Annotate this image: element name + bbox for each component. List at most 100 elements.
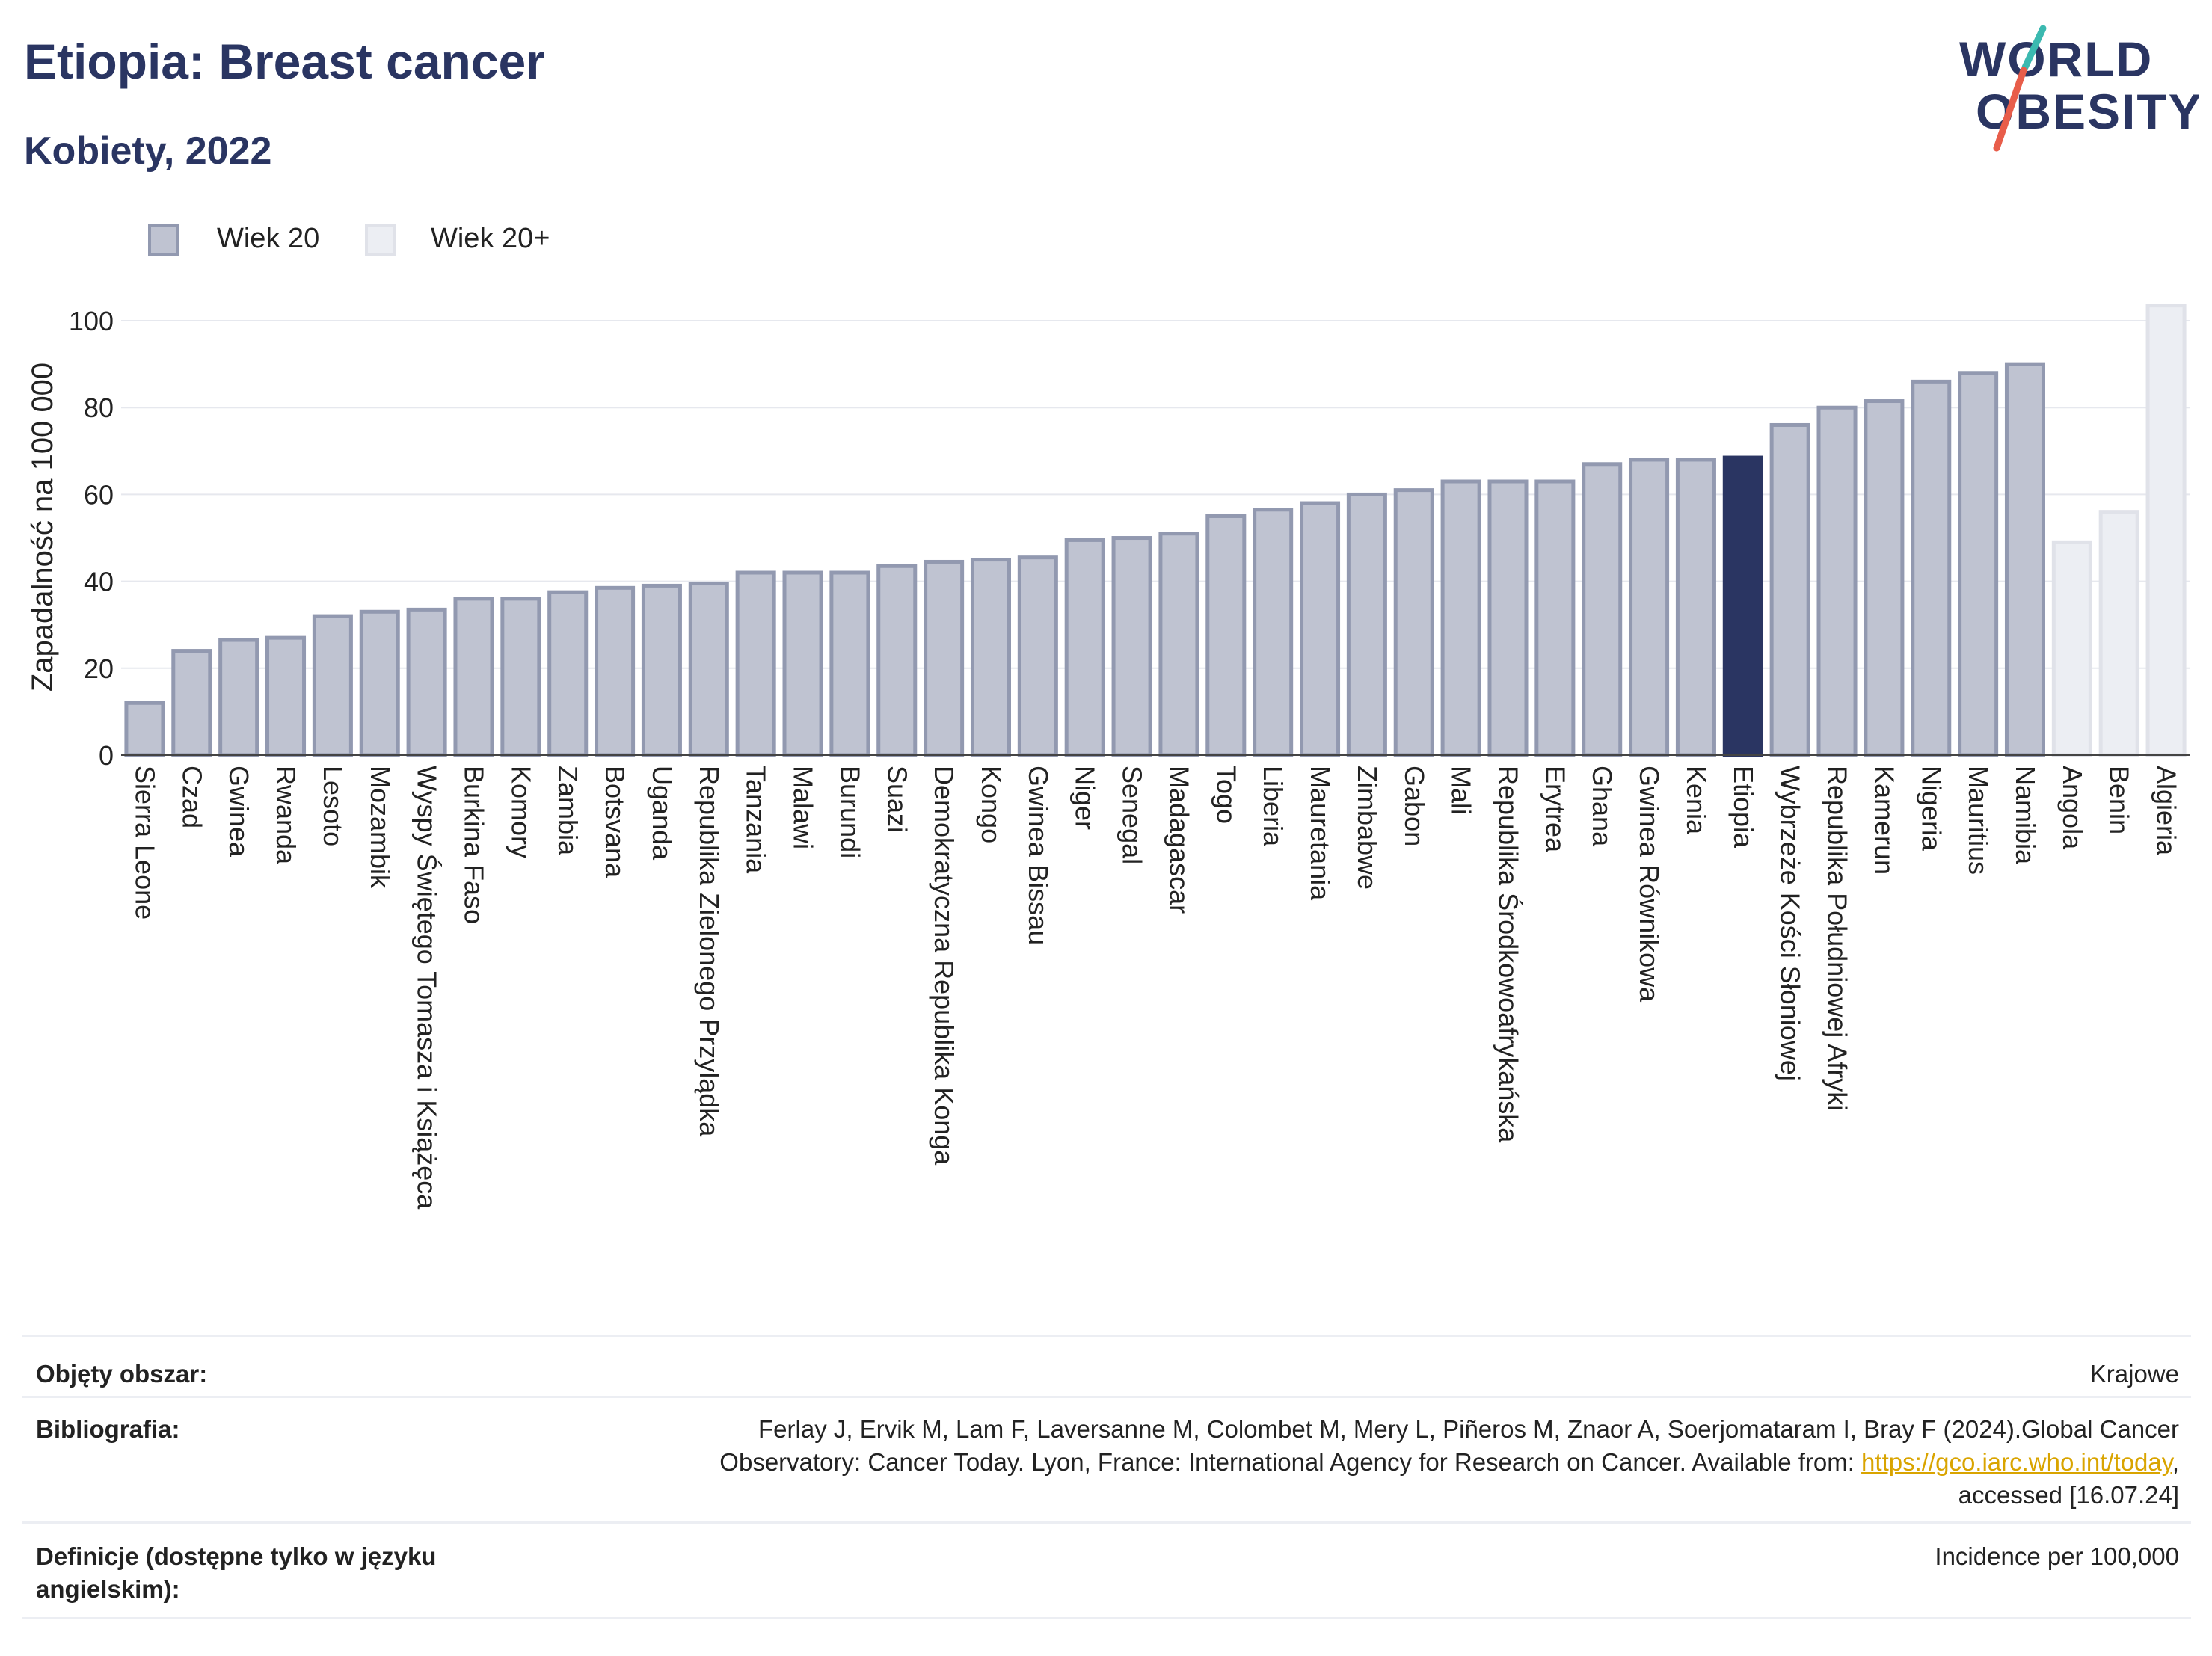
x-tick-label-39: Mauritius: [1963, 766, 1994, 875]
bar-42: [2098, 510, 2139, 757]
metadata-row-definitions: Definicje (dostępne tylko w języku angie…: [22, 1521, 2191, 1619]
x-tick-label-37: Kamerun: [1869, 766, 1899, 875]
bar-35: [1769, 422, 1810, 757]
metadata-key-definitions: Definicje (dostępne tylko w języku angie…: [36, 1542, 437, 1603]
x-tick-label-9: Zambia: [553, 766, 583, 856]
bibliography-link[interactable]: https://gco.iarc.who.int/today: [1861, 1448, 2172, 1476]
bar-33: [1675, 458, 1716, 757]
page-subtitle: Kobiety, 2022: [24, 129, 272, 173]
bar-13: [735, 570, 776, 757]
bar-0: [124, 701, 165, 757]
bar-15: [829, 570, 870, 757]
x-tick-label-21: Senegal: [1117, 766, 1148, 864]
x-tick-label-1: Czad: [176, 766, 207, 828]
bar-2: [218, 638, 259, 757]
x-tick-label-29: Republika Środkowoafrykańska: [1493, 766, 1524, 1143]
bar-8: [500, 597, 541, 757]
y-tick-label-40: 40: [84, 567, 114, 597]
x-tick-label-3: Rwanda: [271, 766, 301, 865]
y-axis-label: Zapadalność na 100 000: [26, 363, 59, 692]
bar-37: [1864, 399, 1905, 757]
x-tick-label-34: Etiopia: [1728, 766, 1759, 849]
x-tick-label-35: Wybrzeże Kości Słoniowej: [1775, 766, 1806, 1081]
x-tick-label-13: Tanzania: [741, 766, 772, 874]
bar-16: [876, 564, 918, 757]
world-obesity-logo: WORLD OBESITY: [1959, 25, 2199, 152]
bar-21: [1111, 536, 1152, 757]
x-tick-label-20: Niger: [1070, 766, 1101, 830]
metadata-key-area: Objęty obszar:: [36, 1360, 208, 1388]
bar-23: [1205, 514, 1247, 757]
x-tick-label-22: Madagascar: [1164, 766, 1194, 914]
bar-14: [782, 570, 823, 757]
x-tick-label-17: Demokratyczna Republika Konga: [929, 766, 959, 1166]
bar-40: [2004, 362, 2045, 757]
x-tick-label-15: Burundi: [835, 766, 865, 858]
x-tick-label-10: Botsvana: [600, 766, 630, 878]
x-tick-label-12: Republika Zielonego Przylądka: [694, 766, 725, 1137]
x-tick-label-5: Mozambik: [365, 766, 396, 889]
metadata-value-bibliography: Ferlay J, Ervik M, Lam F, Laversanne M, …: [609, 1413, 2179, 1512]
metadata-row-bibliography: Bibliografia: Ferlay J, Ervik M, Lam F, …: [22, 1396, 2191, 1524]
bar-17: [924, 559, 965, 757]
x-tick-label-6: Wyspy Świętego Tomasza i Książęca: [412, 766, 443, 1210]
bar-1: [171, 649, 212, 757]
x-tick-label-32: Gwinea Równikowa: [1634, 766, 1665, 1003]
y-tick-label-20: 20: [84, 653, 114, 684]
x-tick-label-43: Algieria: [2151, 766, 2182, 856]
bar-6: [406, 607, 447, 757]
bar-26: [1346, 492, 1387, 757]
page-title: Etiopia: Breast cancer: [24, 34, 545, 89]
x-tick-label-4: Lesoto: [318, 766, 348, 846]
logo-line1: WORLD: [1959, 31, 2153, 87]
bar-39: [1958, 371, 1999, 757]
x-tick-label-23: Togo: [1211, 766, 1241, 824]
bar-5: [359, 609, 400, 757]
legend-swatch-wiek-20-plus: [365, 224, 396, 256]
x-tick-label-27: Gabon: [1399, 766, 1430, 846]
logo-slash-teal: [2021, 25, 2047, 71]
x-tick-label-31: Ghana: [1587, 766, 1617, 847]
bibliography-line-1: Ferlay J, Ervik M, Lam F, Laversanne M, …: [758, 1415, 2179, 1443]
bar-25: [1300, 501, 1341, 757]
x-tick-label-24: Liberia: [1258, 766, 1288, 847]
bar-30: [1534, 479, 1576, 757]
x-tick-label-30: Erytrea: [1540, 766, 1570, 853]
metadata-bottom-border: [22, 1617, 2191, 1619]
bar-19: [1017, 555, 1058, 757]
x-tick-label-26: Zimbabwe: [1352, 766, 1383, 890]
bar-36: [1816, 405, 1858, 757]
bar-41: [2051, 540, 2092, 757]
bar-11: [641, 583, 682, 757]
metadata-key-bibliography: Bibliografia:: [36, 1415, 180, 1443]
bar-3: [265, 635, 307, 757]
legend-label-wiek-20: Wiek 20: [217, 223, 320, 254]
legend-label-wiek-20-plus: Wiek 20+: [431, 223, 550, 254]
metadata-value-definitions: Incidence per 100,000: [1935, 1542, 2179, 1570]
bar-29: [1487, 479, 1529, 757]
bar-20: [1064, 538, 1105, 757]
x-tick-label-2: Gwinea: [224, 766, 254, 858]
bar-4: [312, 614, 353, 757]
x-tick-label-42: Benin: [2104, 766, 2135, 834]
bar-27: [1393, 488, 1434, 757]
x-tick-label-36: Republika Południowej Afryki: [1822, 766, 1853, 1111]
bar-7: [453, 597, 494, 757]
metadata-row-area: Objęty obszar: Krajowe: [22, 1335, 2191, 1398]
bar-22: [1158, 532, 1199, 757]
x-tick-label-0: Sierra Leone: [129, 766, 160, 920]
y-tick-label-100: 100: [69, 306, 114, 336]
x-tick-label-28: Mali: [1446, 766, 1477, 815]
bar-12: [688, 582, 729, 757]
x-tick-label-19: Gwinea Bissau: [1023, 766, 1054, 945]
y-tick-label-60: 60: [84, 479, 114, 510]
bar-24: [1253, 508, 1294, 757]
x-tick-label-18: Kongo: [976, 766, 1007, 843]
x-tick-label-8: Komory: [506, 766, 536, 858]
x-tick-label-7: Burkina Faso: [458, 766, 489, 924]
x-tick-label-40: Namibia: [2010, 766, 2041, 865]
bar-9: [547, 590, 589, 757]
bibliography-line-2: Observatory: Cancer Today. Lyon, France:…: [719, 1448, 2179, 1476]
metadata-value-area: Krajowe: [2089, 1360, 2179, 1388]
bar-10: [595, 585, 636, 757]
